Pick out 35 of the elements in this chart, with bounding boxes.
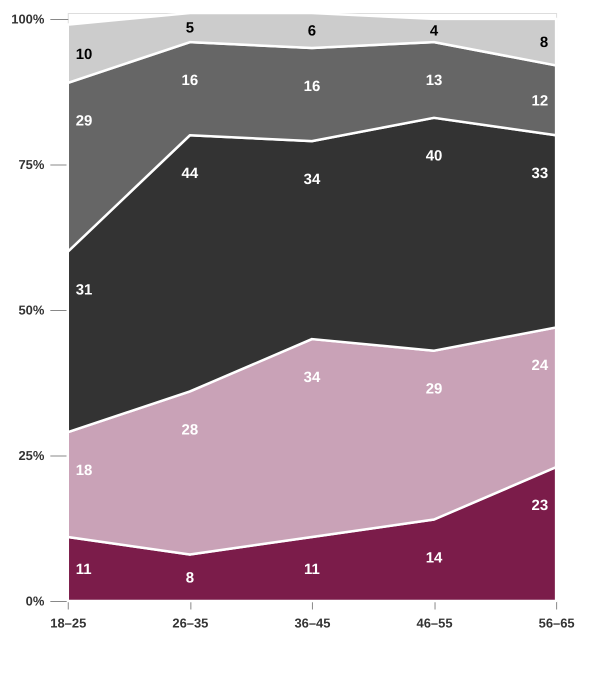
x-tick-label: 46–55	[416, 615, 453, 630]
y-tick-label: 50%	[18, 302, 45, 318]
data-label: 10	[76, 46, 92, 63]
data-label: 8	[540, 34, 548, 52]
y-tick-label: 100%	[11, 11, 45, 26]
data-label: 16	[304, 78, 320, 95]
data-label: 11	[76, 561, 92, 578]
data-label: 11	[304, 561, 320, 578]
data-label: 23	[532, 496, 548, 514]
data-label: 40	[426, 148, 442, 165]
data-label: 8	[186, 570, 194, 587]
x-tick-label: 36–45	[294, 615, 330, 630]
data-label: 33	[532, 165, 548, 182]
data-label: 14	[426, 549, 444, 566]
y-tick-label: 25%	[18, 448, 45, 463]
data-label: 6	[308, 22, 316, 40]
data-label: 13	[426, 72, 442, 89]
y-tick-label: 0%	[26, 594, 45, 609]
data-label: 34	[304, 368, 321, 386]
data-label: 16	[182, 72, 198, 89]
data-label: 44	[182, 165, 199, 182]
data-label: 29	[426, 380, 442, 398]
x-tick-label: 26–35	[172, 615, 208, 630]
y-tick-label: 75%	[18, 156, 45, 172]
data-label: 5	[186, 20, 194, 37]
data-label: 24	[532, 357, 549, 374]
data-label: 31	[76, 282, 92, 299]
data-label: 28	[182, 421, 198, 438]
data-label: 4	[430, 22, 439, 40]
data-label: 12	[532, 92, 548, 110]
data-label: 34	[304, 170, 321, 188]
x-tick-label: 18–25	[50, 615, 86, 630]
data-label: 18	[76, 462, 92, 480]
data-label: 29	[76, 112, 92, 130]
x-tick-label: 56–65	[538, 615, 575, 630]
